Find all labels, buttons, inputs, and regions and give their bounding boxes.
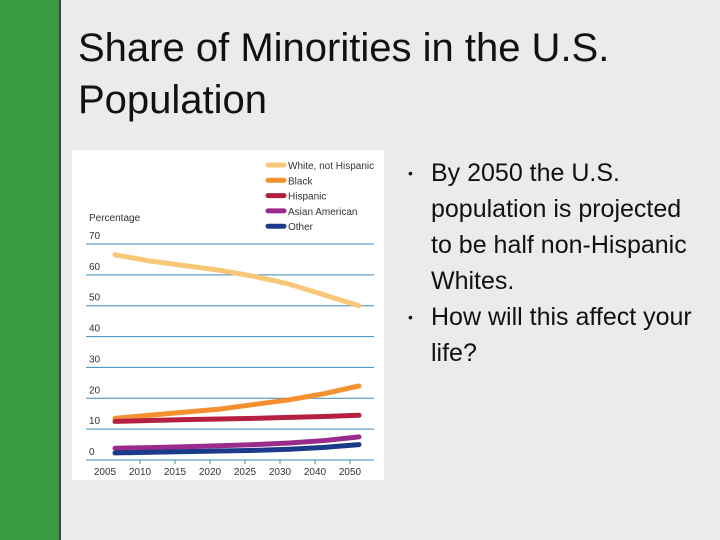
legend-label: Black bbox=[288, 176, 313, 187]
legend-label: Asian American bbox=[288, 207, 357, 218]
bullet-text: How will this affect your life? bbox=[431, 303, 692, 367]
y-tick-label: 40 bbox=[89, 324, 101, 335]
x-tick-label: 2020 bbox=[199, 467, 222, 478]
bullet-text: By 2050 the U.S. population is projected… bbox=[431, 159, 687, 295]
x-tick-label: 2005 bbox=[94, 467, 117, 478]
x-tick-label: 2025 bbox=[234, 467, 257, 478]
y-tick-label: 20 bbox=[89, 385, 101, 396]
bullet-item: • How will this affect your life? bbox=[408, 299, 708, 371]
y-axis-label: Percentage bbox=[89, 213, 141, 224]
slide-accent-bar bbox=[0, 0, 61, 540]
x-tick-label: 2040 bbox=[304, 467, 327, 478]
x-tick-label: 2010 bbox=[129, 467, 152, 478]
series-line-hispanic bbox=[112, 412, 362, 424]
slide-title: Share of Minorities in the U.S. Populati… bbox=[78, 26, 610, 122]
x-tick-label: 2030 bbox=[269, 467, 292, 478]
legend-label: Other bbox=[288, 222, 314, 233]
series-line-asian-american bbox=[112, 434, 362, 451]
x-tick-label: 2050 bbox=[339, 467, 362, 478]
x-tick-label: 2015 bbox=[164, 467, 187, 478]
line-chart: Percentage 0 10 20 30 40 50 60 70 2005 2010 2015 20… bbox=[72, 150, 384, 480]
legend-label: White, not Hispanic bbox=[288, 161, 374, 172]
y-tick-label: 0 bbox=[89, 447, 95, 458]
y-tick-label: 60 bbox=[89, 262, 101, 273]
series-line-white-not-hispanic bbox=[112, 252, 362, 309]
y-tick-label: 10 bbox=[89, 416, 101, 427]
legend-label: Hispanic bbox=[288, 192, 326, 203]
bullet-list: • By 2050 the U.S. population is projecte… bbox=[408, 155, 708, 371]
y-tick-label: 50 bbox=[89, 293, 101, 304]
series-line-black bbox=[112, 383, 362, 421]
bullet-icon: • bbox=[408, 309, 413, 325]
bullet-item: • By 2050 the U.S. population is projecte… bbox=[408, 155, 708, 299]
bullet-icon: • bbox=[408, 165, 413, 181]
y-tick-label: 70 bbox=[89, 231, 101, 242]
y-tick-label: 30 bbox=[89, 354, 101, 365]
series-line-other bbox=[112, 442, 362, 456]
